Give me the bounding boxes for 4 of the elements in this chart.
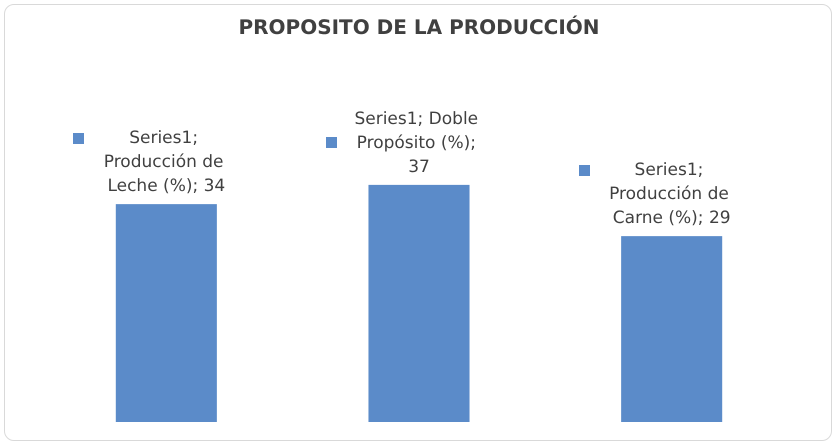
data-label: Series1; Doble Propósito (%); 37	[354, 108, 484, 177]
data-label: Series1; Producción de Leche (%); 34	[104, 128, 229, 196]
chart-title: PROPOSITO DE LA PRODUCCIÓN	[238, 15, 600, 39]
data-label: Series1; Producción de Carne (%); 29	[609, 160, 734, 228]
